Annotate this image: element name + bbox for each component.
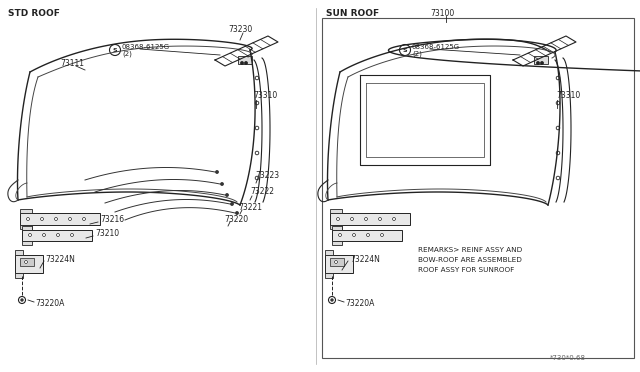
- Text: 73216: 73216: [100, 215, 124, 224]
- Circle shape: [226, 194, 228, 196]
- Bar: [332, 230, 402, 241]
- Circle shape: [231, 203, 233, 205]
- Text: STD ROOF: STD ROOF: [8, 10, 60, 19]
- Text: *730*0.68: *730*0.68: [550, 355, 586, 361]
- Text: 73223: 73223: [255, 170, 279, 180]
- Circle shape: [378, 218, 381, 221]
- Circle shape: [42, 234, 45, 237]
- Bar: [330, 213, 410, 225]
- Text: S: S: [113, 48, 117, 52]
- Bar: [332, 241, 342, 245]
- Circle shape: [255, 101, 259, 105]
- Text: S: S: [403, 48, 407, 52]
- Text: REMARKS> REINF ASSY AND: REMARKS> REINF ASSY AND: [418, 247, 522, 253]
- Circle shape: [556, 76, 560, 80]
- Bar: [322, 18, 634, 358]
- Circle shape: [40, 218, 44, 221]
- Circle shape: [339, 234, 342, 237]
- Text: 73224N: 73224N: [45, 254, 75, 263]
- Circle shape: [236, 212, 238, 214]
- Circle shape: [365, 218, 367, 221]
- Text: 08368-6125G: 08368-6125G: [122, 44, 170, 50]
- Text: (2): (2): [122, 51, 132, 57]
- Circle shape: [351, 218, 353, 221]
- Text: 73220A: 73220A: [345, 299, 374, 308]
- Circle shape: [556, 126, 560, 130]
- Bar: [325, 273, 333, 278]
- Circle shape: [255, 151, 259, 155]
- Circle shape: [216, 171, 218, 173]
- Bar: [20, 213, 100, 225]
- Circle shape: [56, 234, 60, 237]
- Bar: [20, 258, 34, 266]
- Bar: [22, 226, 32, 230]
- Circle shape: [21, 299, 23, 301]
- Bar: [15, 255, 43, 273]
- Text: (2): (2): [412, 51, 422, 57]
- Bar: [22, 230, 92, 241]
- Circle shape: [392, 218, 396, 221]
- Circle shape: [245, 62, 247, 64]
- Circle shape: [83, 218, 86, 221]
- Text: 73220A: 73220A: [35, 299, 65, 308]
- Bar: [534, 56, 548, 64]
- Circle shape: [331, 299, 333, 301]
- Bar: [15, 250, 23, 255]
- Circle shape: [70, 234, 74, 237]
- Circle shape: [26, 218, 29, 221]
- Text: BOW-ROOF ARE ASSEMBLED: BOW-ROOF ARE ASSEMBLED: [418, 257, 522, 263]
- Bar: [332, 226, 342, 230]
- Circle shape: [537, 62, 540, 64]
- Circle shape: [335, 260, 337, 263]
- Text: 73100: 73100: [430, 10, 454, 19]
- Text: 73221: 73221: [238, 202, 262, 212]
- Text: 73230: 73230: [228, 25, 252, 33]
- Bar: [330, 258, 344, 266]
- Text: 73310: 73310: [556, 90, 580, 99]
- Circle shape: [367, 234, 369, 237]
- Text: 73111: 73111: [60, 60, 84, 68]
- Circle shape: [255, 176, 259, 180]
- Text: 08368-6125G: 08368-6125G: [412, 44, 460, 50]
- Circle shape: [556, 176, 560, 180]
- Bar: [325, 255, 353, 273]
- Bar: [20, 225, 32, 229]
- Text: ROOF ASSY FOR SUNROOF: ROOF ASSY FOR SUNROOF: [418, 267, 515, 273]
- Circle shape: [337, 218, 339, 221]
- Circle shape: [328, 296, 335, 304]
- Circle shape: [24, 260, 28, 263]
- Bar: [325, 250, 333, 255]
- Bar: [15, 273, 23, 278]
- Circle shape: [221, 183, 223, 185]
- Circle shape: [255, 126, 259, 130]
- Circle shape: [241, 62, 243, 64]
- Circle shape: [556, 101, 560, 105]
- Text: 73222: 73222: [250, 187, 274, 196]
- Circle shape: [556, 151, 560, 155]
- Text: 73310: 73310: [253, 90, 277, 99]
- Bar: [22, 241, 32, 245]
- Circle shape: [68, 218, 72, 221]
- Circle shape: [353, 234, 355, 237]
- Circle shape: [381, 234, 383, 237]
- Bar: [20, 209, 32, 213]
- Circle shape: [54, 218, 58, 221]
- Text: 73224N: 73224N: [350, 254, 380, 263]
- Bar: [330, 225, 342, 229]
- Bar: [330, 209, 342, 213]
- Circle shape: [255, 76, 259, 80]
- Text: 73210: 73210: [95, 230, 119, 238]
- Bar: [238, 56, 252, 64]
- Circle shape: [541, 62, 543, 64]
- Circle shape: [29, 234, 31, 237]
- Text: SUN ROOF: SUN ROOF: [326, 10, 379, 19]
- Circle shape: [19, 296, 26, 304]
- Text: 73220: 73220: [224, 215, 248, 224]
